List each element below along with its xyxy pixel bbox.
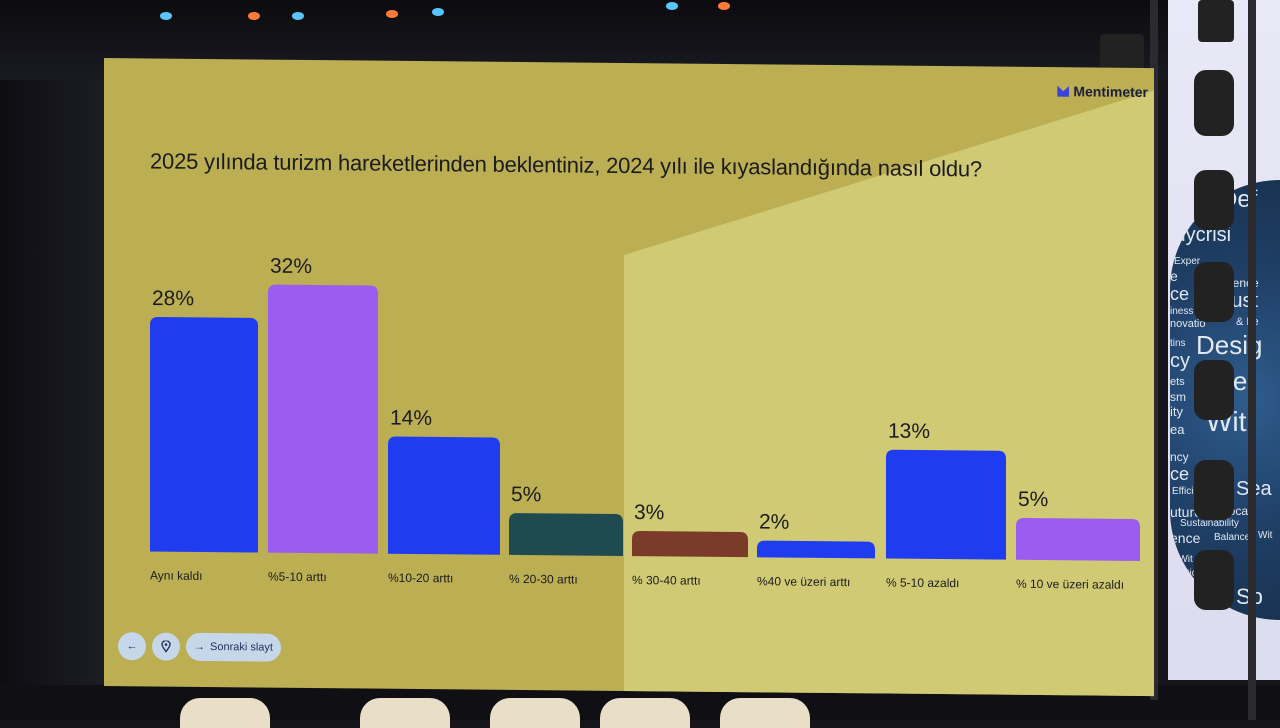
chair [600,698,690,728]
value-label: 32% [270,255,312,278]
chair [360,698,450,728]
slide-controls: ← → Sonraki slayt [118,632,281,662]
poster-word: Exper [1174,256,1201,267]
stage-light-fixture [1194,460,1234,520]
stage-light [432,8,444,16]
bar [1016,517,1140,561]
poster-word: Expe [1178,214,1201,225]
bar [757,540,875,559]
category-label: % 5-10 azaldı [886,576,959,591]
stage-light-fixture [1194,70,1234,136]
category-label: % 10 ve üzeri azaldı [1016,577,1124,592]
category-label: %5-10 arttı [268,570,327,585]
poster-word: Balance [1214,532,1251,543]
bar [268,284,378,554]
map-pin-icon [161,640,171,653]
poster-word: Efficie [1172,486,1200,497]
poster-word: ncy [1170,450,1189,464]
value-label: 2% [759,511,789,534]
stage-light-fixture [1194,262,1234,322]
stage-light [718,2,730,10]
stage-light-fixture [1198,0,1234,42]
poster-word: ce [1170,464,1190,484]
lighting-truss [1150,0,1158,700]
stage-light-fixture [1194,550,1234,610]
value-label: 5% [1018,488,1048,511]
category-label: %10-20 arttı [388,571,453,586]
poster-word: uture [1170,504,1202,520]
value-label: 13% [888,420,930,443]
poster-word: ence [1170,530,1201,546]
stage-light [248,12,260,20]
value-label: 14% [390,406,432,429]
stage-light [292,12,304,20]
chair [490,698,580,728]
bar [150,317,258,553]
chair [720,698,810,728]
category-label: % 20-30 arttı [509,572,578,587]
stage-left-wall [0,80,104,720]
poster-word: e Wit [1170,554,1193,565]
poster-word: e [1170,268,1178,284]
poster-word: novatio [1170,318,1206,330]
poster-word: tins [1170,338,1186,349]
lighting-truss [1248,0,1256,720]
next-slide-label: Sonraki slayt [210,641,273,654]
poster-word: ce [1170,284,1190,304]
presentation-screen: Mentimeter 2025 yılında turizm hareketle… [104,58,1154,697]
poster-word: iness [1170,306,1194,317]
poster-word: hentic [1170,568,1197,579]
next-slide-button[interactable]: → Sonraki slayt [186,632,281,662]
poster-word: ea [1170,422,1185,437]
arrow-right-icon: → [194,640,205,653]
stage-light-fixture [1194,170,1234,230]
stage-light-fixture [1194,360,1234,420]
category-label: Aynı kaldı [150,568,202,583]
bar [509,513,623,556]
value-label: 5% [511,483,541,506]
category-label: %40 ve üzeri arttı [757,574,850,589]
bar-chart: 28% Aynı kaldı 32% %5-10 arttı 14% %10-20 art… [150,255,1140,592]
arrow-left-icon: ← [126,640,138,653]
stage-light [160,12,172,20]
value-label: 3% [634,501,664,524]
previous-button[interactable]: ← [118,632,146,661]
bar [632,531,748,558]
stage-light [666,2,678,10]
poster-word: cy [1170,350,1190,372]
poster-word: Sea [1180,584,1198,595]
location-button[interactable] [152,632,180,661]
poster-word: Sustainability [1180,518,1239,529]
category-label: % 30-40 arttı [632,573,701,588]
poster-word: ity [1170,404,1183,419]
stage-light [386,10,398,18]
bar [886,449,1006,560]
bar [388,436,500,555]
poster-word: sm [1170,390,1186,404]
value-label: 28% [152,287,194,310]
chair [180,698,270,728]
poster-word: Wit [1258,530,1273,541]
poster-word: ets [1170,376,1185,388]
